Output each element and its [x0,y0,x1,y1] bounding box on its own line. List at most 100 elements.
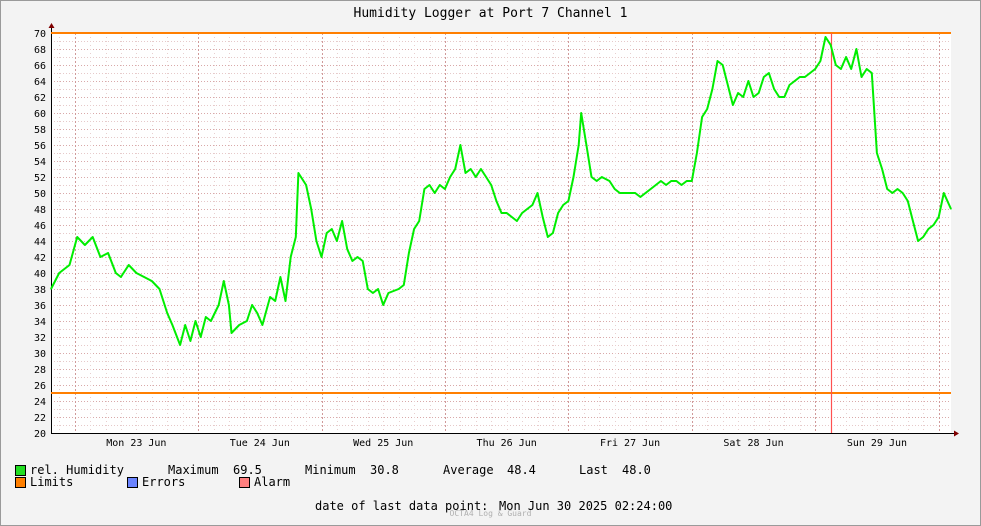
data-point [521,212,523,214]
data-point [341,220,343,222]
data-point [650,188,652,190]
data-point [794,80,796,82]
y-tick-label: 26 [34,381,46,392]
data-point [428,184,431,186]
data-point [403,284,405,286]
data-point [444,188,446,190]
x-tick-label: Sat 28 Jun [723,438,783,449]
data-point [387,292,389,294]
data-point [950,208,952,210]
data-point [58,272,60,274]
data-point [871,72,873,74]
data-point [804,76,806,78]
data-point [585,144,588,146]
data-point [758,92,760,94]
data-point [92,236,94,238]
data-point [377,288,379,290]
y-tick-label: 24 [34,397,46,408]
data-point [567,200,570,202]
y-tick-label: 54 [34,157,46,168]
chart-title: Humidity Logger at Port 7 Channel 1 [353,6,628,21]
data-point [732,104,734,106]
data-point [470,168,472,170]
data-point [475,176,477,178]
data-point [418,220,420,222]
data-point [205,316,207,318]
data-point [223,280,225,282]
data-point [128,264,130,266]
data-point [423,188,425,190]
data-point [809,72,811,74]
x-tick-label: Tue 24 Jun [230,438,290,449]
data-point [367,288,369,290]
data-point [511,216,513,218]
legend-limits-swatch [15,477,26,488]
y-tick-label: 70 [34,29,46,40]
data-point [557,212,559,214]
data-point [320,256,323,258]
data-point [706,108,708,110]
data-point [619,192,621,194]
data-point [398,288,400,290]
data-point [562,204,564,206]
data-point [891,192,894,194]
data-point [297,172,299,174]
data-point [578,144,580,146]
data-point [943,192,945,194]
data-point [362,260,364,262]
data-point [763,76,765,78]
last-data-label: date of last data point: [315,499,489,513]
data-point [194,320,197,322]
data-point [608,180,611,182]
y-tick-label: 22 [34,413,46,424]
y-tick-label: 56 [34,141,46,152]
data-point [634,192,636,194]
x-tick-label: Mon 23 Jun [106,438,166,449]
data-point [290,256,292,258]
data-point [737,92,739,94]
y-tick-label: 34 [34,317,46,328]
data-point [256,312,258,314]
data-point [99,256,101,258]
legend-alarm-swatch [239,477,250,488]
data-point [927,228,930,230]
data-point [907,200,909,202]
data-point [143,276,145,278]
data-point [665,184,667,186]
legend-humidity-swatch [15,465,26,476]
data-point [824,36,827,38]
data-point [747,80,750,82]
data-point [773,88,775,90]
data-point [68,264,71,266]
data-point [464,172,467,174]
data-point [716,60,719,62]
data-point [279,276,281,278]
data-point [284,300,287,302]
data-point [768,72,770,74]
data-point [552,232,554,234]
data-point [778,96,780,98]
data-point [50,288,52,290]
data-point [274,300,276,302]
data-point [639,196,642,198]
data-point [886,188,888,190]
data-point [614,188,616,190]
data-point [151,280,153,282]
data-point [855,48,858,50]
data-point [850,68,852,70]
data-point [210,320,212,322]
y-tick-label: 48 [34,205,46,216]
x-tick-label: Fri 27 Jun [600,438,660,449]
data-point [171,324,173,326]
data-point [840,68,842,70]
data-point [783,96,786,98]
data-point [76,236,78,238]
y-tick-label: 36 [34,301,46,312]
data-point [179,344,181,346]
data-point [938,216,940,218]
data-point [536,192,539,194]
data-point [495,200,497,202]
data-point [166,312,168,314]
y-axis-arrow [48,23,55,28]
